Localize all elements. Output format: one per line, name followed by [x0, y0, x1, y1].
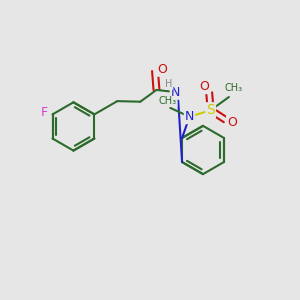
Text: N: N	[185, 110, 194, 123]
Text: F: F	[41, 106, 48, 119]
Text: N: N	[171, 86, 180, 99]
Text: H: H	[165, 79, 172, 89]
Text: O: O	[199, 80, 209, 93]
Text: CH₃: CH₃	[159, 96, 177, 106]
Text: O: O	[158, 63, 167, 76]
Text: S: S	[206, 103, 215, 117]
Text: O: O	[227, 116, 237, 129]
Text: CH₃: CH₃	[224, 83, 242, 94]
